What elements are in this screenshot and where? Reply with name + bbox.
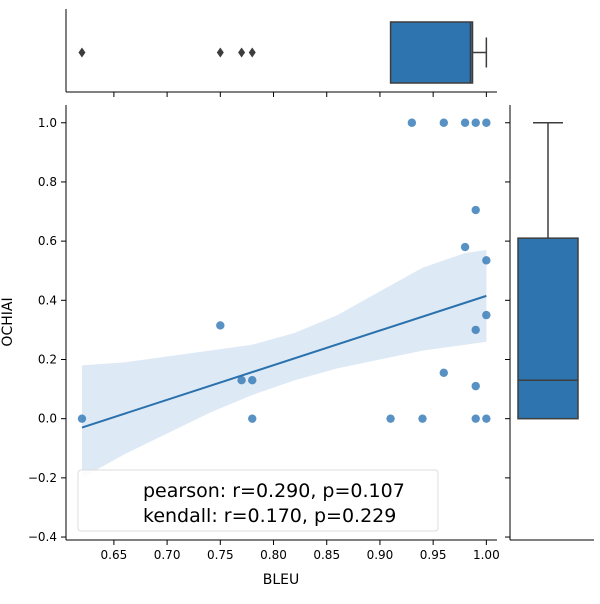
x-tick-label-0: 0.65 xyxy=(101,548,128,562)
data-point-8 xyxy=(439,118,448,127)
x-tick-label-4: 0.85 xyxy=(313,548,340,562)
regression-line-layer xyxy=(81,294,487,429)
y-tick-label-7: 1.0 xyxy=(38,116,57,130)
data-point-9 xyxy=(460,118,470,127)
scatter-points-layer xyxy=(77,118,491,423)
ticks-layer: 0.65 0.70 0.75 0.80 0.85 0.90 0.95 1.00 −0.4 −0.2… xyxy=(28,91,511,562)
data-point-19 xyxy=(471,414,480,423)
x-tick-label-1: 0.70 xyxy=(154,548,181,562)
y-tick-label-3: 0.2 xyxy=(38,352,57,366)
x-tick-label-5: 0.90 xyxy=(367,548,394,562)
data-point-18 xyxy=(471,381,480,391)
top-box-outlier-2 xyxy=(238,47,246,58)
regression-line xyxy=(81,294,487,429)
x-axis-label: BLEU xyxy=(263,572,300,588)
top-boxplot xyxy=(78,21,488,84)
y-tick-label-5: 0.6 xyxy=(38,234,57,248)
annotation-box xyxy=(77,469,439,532)
data-point-11 xyxy=(482,118,491,127)
data-point-2 xyxy=(237,376,246,385)
y-tick-label-0: −0.4 xyxy=(28,530,57,544)
top-box-outlier-0 xyxy=(78,47,86,58)
x-tick-label-3: 0.80 xyxy=(260,548,287,562)
data-point-17 xyxy=(439,368,448,378)
data-point-5 xyxy=(386,414,395,423)
data-point-16 xyxy=(471,325,480,335)
data-point-14 xyxy=(482,256,491,265)
annotation-line-2: kendall: r=0.170, p=0.229 xyxy=(143,505,396,527)
top-box xyxy=(389,21,474,84)
y-tick-label-4: 0.4 xyxy=(38,293,57,307)
data-point-12 xyxy=(471,205,480,215)
data-point-0 xyxy=(77,414,87,423)
y-axis-label: OCHIAI xyxy=(0,297,16,346)
data-point-13 xyxy=(460,242,470,252)
data-point-7 xyxy=(407,118,417,127)
y-tick-label-2: 0.0 xyxy=(38,412,57,426)
y-tick-label-6: 0.8 xyxy=(38,175,57,189)
data-point-4 xyxy=(248,414,257,423)
x-tick-label-6: 0.95 xyxy=(420,548,447,562)
annotation-line-1: pearson: r=0.290, p=0.107 xyxy=(143,480,405,502)
x-tick-label-2: 0.75 xyxy=(207,548,234,562)
data-point-6 xyxy=(418,414,427,423)
data-point-20 xyxy=(482,414,491,423)
confidence-band xyxy=(82,250,487,478)
right-box xyxy=(517,237,579,420)
x-tick-label-7: 1.00 xyxy=(473,548,500,562)
data-point-1 xyxy=(216,321,225,330)
data-point-10 xyxy=(471,118,480,127)
top-box-outlier-3 xyxy=(248,47,256,58)
confidence-band-layer xyxy=(82,250,487,478)
right-boxplot xyxy=(517,122,579,420)
data-point-15 xyxy=(482,310,491,320)
top-box-outlier-1 xyxy=(216,47,224,58)
y-tick-label-1: −0.2 xyxy=(28,471,57,485)
data-point-3 xyxy=(248,376,257,385)
